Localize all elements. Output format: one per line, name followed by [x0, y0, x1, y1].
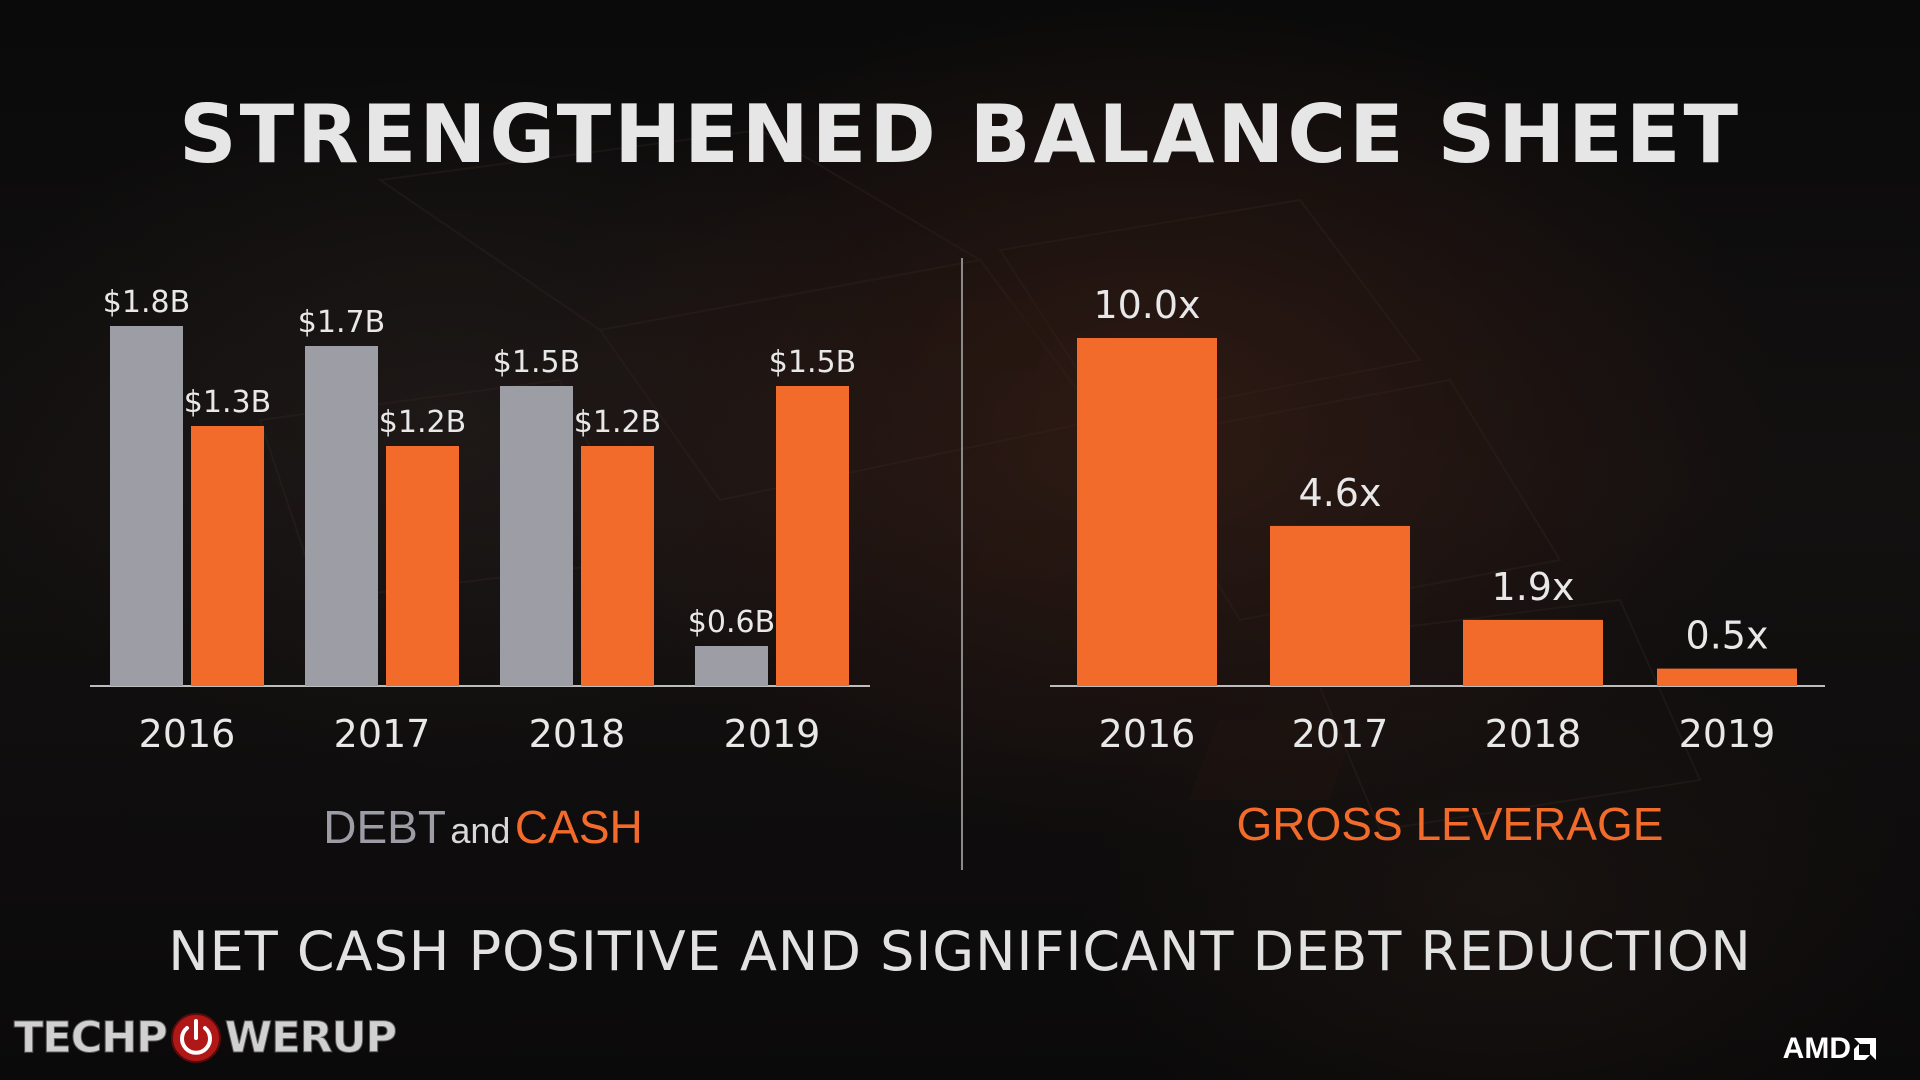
x-tick-label-2018: 2018 [1485, 712, 1582, 756]
data-label-debt-2019: $0.6B [688, 605, 775, 640]
bar-cash-2019 [776, 386, 849, 686]
gross-leverage-legend: GROSS LEVERAGE [1190, 797, 1710, 851]
data-label-cash-2019: $1.5B [769, 345, 856, 380]
debt-cash-chart: $1.8B $1.3B 2016 $1.7B $1.2B 2017 $1.5B $1.2B 20… [90, 285, 870, 756]
data-label-cash-2017: $1.2B [379, 405, 466, 440]
bar-debt-2017 [305, 346, 378, 686]
gross-leverage-chart: 10.0x 2016 4.6x 2017 1.9x 2018 0.5x 2019 [1050, 283, 1825, 756]
x-tick-label-2019: 2019 [1679, 712, 1776, 756]
data-label-gross-leverage-2016: 10.0x [1093, 283, 1200, 327]
bar-cash-2016 [191, 426, 264, 686]
data-label-debt-2017: $1.7B [298, 305, 385, 340]
data-label-cash-2018: $1.2B [574, 405, 661, 440]
bar-gross-leverage-2017 [1270, 525, 1410, 686]
legend-gross-leverage: GROSS LEVERAGE [1236, 798, 1664, 850]
bar-gross-leverage-2018 [1463, 619, 1603, 686]
x-tick-label-2017: 2017 [334, 712, 431, 756]
data-label-gross-leverage-2018: 1.9x [1492, 565, 1575, 609]
bar-gross-leverage-2019 [1657, 668, 1797, 686]
data-label-cash-2016: $1.3B [184, 385, 271, 420]
watermark-text-end: WERUP [224, 1013, 397, 1064]
x-tick-label-2016: 2016 [139, 712, 236, 756]
amd-logo-text: AMD [1782, 1032, 1851, 1065]
bar-debt-2019 [695, 646, 768, 686]
data-label-gross-leverage-2019: 0.5x [1686, 614, 1769, 658]
bar-cash-2017 [386, 446, 459, 686]
debt-cash-legend: DEBT and CASH [0, 800, 966, 854]
amd-logo: AMD [1783, 1032, 1876, 1066]
legend-debt: DEBT [323, 801, 446, 853]
x-tick-label-2016: 2016 [1099, 712, 1196, 756]
amd-arrow-icon [1854, 1038, 1876, 1060]
chart-divider [961, 258, 963, 870]
legend-cash: CASH [514, 801, 643, 853]
bar-debt-2016 [110, 326, 183, 686]
data-label-gross-leverage-2017: 4.6x [1299, 471, 1382, 515]
watermark-text-start: TECHP [14, 1013, 169, 1064]
x-tick-label-2017: 2017 [1292, 712, 1389, 756]
bar-debt-2018 [500, 386, 573, 686]
power-icon [170, 1013, 221, 1063]
data-label-debt-2018: $1.5B [493, 345, 580, 380]
slide-title: STRENGTHENED BALANCE SHEET [178, 88, 1742, 181]
bar-gross-leverage-2016 [1077, 338, 1217, 686]
techpowerup-watermark: TECHP WERUP [14, 1010, 398, 1066]
bar-cash-2018 [581, 446, 654, 686]
x-tick-label-2019: 2019 [724, 712, 821, 756]
legend-and: and [450, 810, 511, 851]
data-label-debt-2016: $1.8B [103, 285, 190, 320]
slide-footer: NET CASH POSITIVE AND SIGNIFICANT DEBT R… [168, 920, 1752, 983]
x-tick-label-2018: 2018 [529, 712, 626, 756]
